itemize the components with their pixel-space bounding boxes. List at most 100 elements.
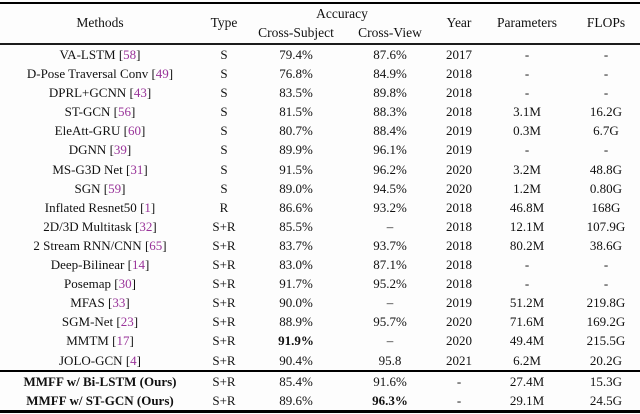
parameters-cell: 1.2M: [513, 180, 541, 196]
flops-cell: 24.5G: [589, 392, 623, 408]
type-cell: S+R: [212, 276, 236, 292]
method-cell: D-Pose Traversal Conv [49]: [0, 64, 200, 83]
method-name: MS-G3D Net: [52, 161, 123, 177]
type-cell: S+R: [212, 257, 236, 273]
table-row: SGN [59] S 89.0% 94.5% 2020 1.2M 0.80G: [0, 179, 640, 198]
citation-link[interactable]: [43]: [126, 85, 152, 101]
method-name: 2D/3D Multitask: [43, 218, 132, 234]
cross-view-cell: –: [386, 333, 394, 349]
cross-view-cell: 93.7%: [373, 237, 407, 253]
flops-cell: -: [603, 276, 609, 292]
flops-cell: 169.2G: [586, 314, 626, 330]
year-cell: -: [456, 373, 462, 389]
flops-cell: 0.80G: [589, 180, 623, 196]
flops-cell: -: [603, 142, 609, 158]
citation-number[interactable]: 17: [116, 333, 130, 349]
table-body-ours: MMFF w/ Bi-LSTM (Ours) S+R 85.4% 91.6% - 27.4…: [0, 370, 640, 412]
cross-subject-cell: 90.4%: [279, 352, 313, 368]
method-cell: MMTM [17]: [0, 331, 200, 350]
cross-view-cell: 88.4%: [373, 123, 407, 139]
citation-link[interactable]: [23]: [113, 314, 139, 330]
citation-number[interactable]: 39: [113, 142, 127, 158]
header-cross-view: Cross-View: [358, 25, 422, 41]
citation-link[interactable]: [59]: [100, 180, 126, 196]
method-cell: MMFF w/ ST-GCN (Ours): [0, 391, 200, 412]
citation-number[interactable]: 1: [144, 199, 151, 215]
parameters-cell: 12.1M: [509, 218, 545, 234]
method-cell: 2 Stream RNN/CNN [65]: [0, 236, 200, 255]
table-row: EleAtt-GRU [60] S 80.7% 88.4% 2019 0.3M 6.7G: [0, 121, 640, 140]
year-cell: 2018: [446, 218, 472, 234]
citation-number[interactable]: 30: [118, 276, 132, 292]
method-name: JOLO-GCN: [59, 352, 123, 368]
parameters-cell: 46.8M: [509, 199, 545, 215]
method-cell: MMFF w/ Bi-LSTM (Ours): [0, 371, 200, 391]
citation-link[interactable]: [60]: [120, 123, 146, 139]
citation-link[interactable]: [32]: [131, 218, 157, 234]
table-row: MMTM [17] S+R 91.9% – 2020 49.4M 215.5G: [0, 331, 640, 350]
citation-link[interactable]: [17]: [108, 333, 134, 349]
type-cell: S+R: [212, 237, 236, 253]
parameters-cell: 27.4M: [509, 373, 545, 389]
citation-link[interactable]: [65]: [141, 237, 167, 253]
citation-number[interactable]: 65: [149, 237, 163, 253]
citation-number[interactable]: 56: [118, 104, 131, 120]
parameters-cell: -: [524, 85, 530, 101]
table-row: MMFF w/ Bi-LSTM (Ours) S+R 85.4% 91.6% - 27.4…: [0, 371, 640, 391]
cross-view-cell: 95.7%: [373, 314, 407, 330]
citation-link[interactable]: [31]: [122, 161, 148, 177]
citation-link[interactable]: [1]: [136, 199, 156, 215]
citation-link[interactable]: [4]: [122, 352, 141, 368]
method-cell: SGN [59]: [0, 179, 200, 198]
citation-link[interactable]: [49]: [148, 66, 174, 82]
table-header: Methods Type Accuracy Year Parameters FL…: [0, 3, 640, 44]
citation-link[interactable]: [33]: [104, 295, 130, 311]
year-cell: 2020: [446, 333, 472, 349]
cross-view-cell: –: [386, 218, 394, 234]
type-cell: S+R: [212, 373, 236, 389]
flops-cell: 48.8G: [589, 161, 623, 177]
citation-link[interactable]: [30]: [111, 276, 136, 292]
flops-cell: -: [603, 257, 609, 273]
cross-subject-cell: 76.8%: [279, 66, 313, 82]
type-cell: S+R: [212, 333, 236, 349]
citation-number[interactable]: 60: [127, 123, 141, 139]
type-cell: S: [220, 142, 228, 158]
table-row: MMFF w/ ST-GCN (Ours) S+R 89.6% 96.3% - 29.1M…: [0, 391, 640, 412]
table-row: SGM-Net [23] S+R 88.9% 95.7% 2020 71.6M 169.2G: [0, 312, 640, 331]
citation-number[interactable]: 58: [123, 47, 137, 62]
year-cell: 2018: [446, 85, 472, 101]
citation-link[interactable]: [39]: [106, 142, 132, 158]
type-cell: S+R: [212, 295, 236, 311]
citation-number[interactable]: 14: [131, 257, 145, 273]
citation-number[interactable]: 49: [155, 66, 169, 82]
citation-link[interactable]: [14]: [124, 257, 150, 273]
cross-subject-cell: 89.9%: [279, 142, 313, 158]
cross-view-cell: 94.5%: [373, 180, 407, 196]
citation-number[interactable]: 59: [108, 180, 122, 196]
citation-number[interactable]: 32: [139, 218, 153, 234]
citation-number[interactable]: 23: [120, 314, 134, 330]
citation-number[interactable]: 33: [112, 295, 126, 311]
parameters-cell: -: [524, 47, 530, 62]
citation-number[interactable]: 43: [133, 85, 147, 101]
year-cell: 2018: [446, 276, 472, 292]
parameters-cell: 71.6M: [509, 314, 545, 330]
parameters-cell: -: [524, 66, 530, 82]
cross-subject-cell: 83.0%: [279, 257, 313, 273]
flops-cell: 15.3G: [589, 373, 623, 389]
parameters-cell: 49.4M: [509, 333, 545, 349]
year-cell: 2018: [446, 66, 472, 82]
method-name: Posemap: [64, 276, 111, 292]
method-cell: Inflated Resnet50 [1]: [0, 198, 200, 217]
cross-view-cell: 96.1%: [373, 142, 407, 158]
method-cell: MS-G3D Net [31]: [0, 160, 200, 179]
citation-number[interactable]: 31: [130, 161, 144, 177]
table-row: MFAS [33] S+R 90.0% – 2019 51.2M 219.8G: [0, 293, 640, 312]
year-cell: -: [456, 392, 462, 408]
citation-number[interactable]: 4: [130, 352, 137, 368]
citation-link[interactable]: [56]: [110, 104, 136, 120]
cross-view-cell: 95.2%: [373, 276, 407, 292]
citation-link[interactable]: [58]: [115, 47, 141, 62]
